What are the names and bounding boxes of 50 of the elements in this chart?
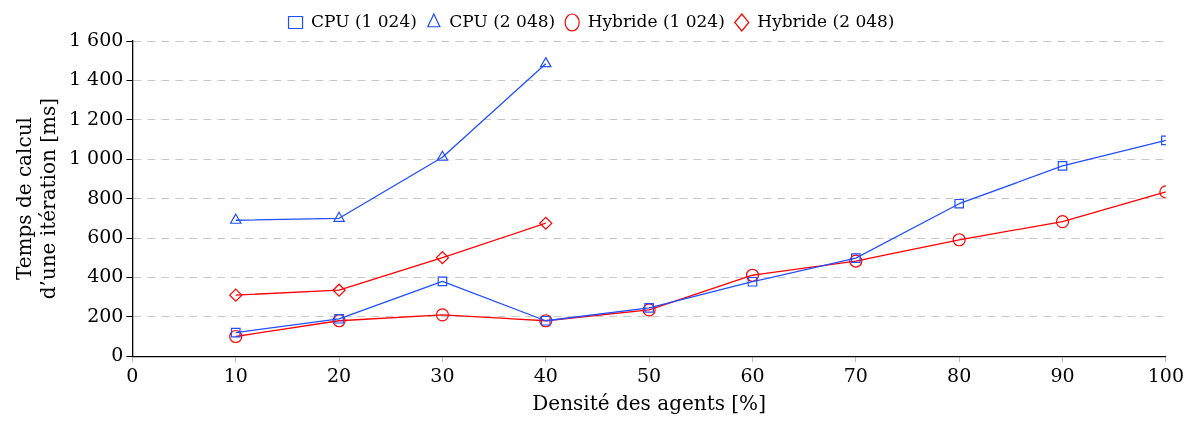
point xyxy=(334,313,344,324)
y-tick-label: 600 xyxy=(87,224,124,247)
point xyxy=(1055,215,1070,229)
x-tick-label: 90 xyxy=(1050,363,1075,386)
point xyxy=(952,233,966,247)
y-tick-label: 200 xyxy=(87,303,124,326)
y-tick-label: 1 200 xyxy=(68,106,124,129)
point xyxy=(229,329,243,344)
point xyxy=(849,254,863,268)
point xyxy=(332,283,346,297)
y-axis-title: Temps de calcul d’une itération [ms] xyxy=(12,97,61,300)
legend-label: CPU (2 048) xyxy=(449,10,556,31)
point xyxy=(954,198,965,209)
point xyxy=(435,251,450,265)
x-tick-label: 80 xyxy=(947,363,972,386)
point xyxy=(229,288,243,302)
y-tick-label: 0 xyxy=(111,343,124,366)
point xyxy=(747,276,758,287)
x-tick-label: 50 xyxy=(637,363,662,386)
point xyxy=(642,303,656,317)
y-tick-label: 1 400 xyxy=(68,67,124,90)
point xyxy=(230,327,241,338)
point xyxy=(644,303,654,313)
x-tick-label: 10 xyxy=(223,363,248,386)
point xyxy=(435,308,450,322)
point xyxy=(332,314,346,328)
x-tick-label: 60 xyxy=(740,363,765,386)
point xyxy=(1057,161,1068,171)
legend-label: CPU (1 024) xyxy=(311,10,417,31)
x-tick-label: 30 xyxy=(430,363,455,386)
point xyxy=(539,216,553,230)
point xyxy=(436,150,449,161)
y-tick-label: 800 xyxy=(87,185,124,208)
y-tick-label: 1 600 xyxy=(68,27,124,50)
point xyxy=(745,268,760,282)
x-tick-label: 70 xyxy=(843,363,868,386)
y-tick-label: 400 xyxy=(87,264,124,287)
x-tick-label: 40 xyxy=(533,363,558,386)
y-tick-label: 1 000 xyxy=(68,146,124,169)
point xyxy=(850,253,861,263)
point xyxy=(437,276,448,287)
point xyxy=(333,211,345,222)
x-axis-title: Densité des agents [%] xyxy=(532,391,766,416)
x-tick-label: 100 xyxy=(1147,363,1184,386)
point xyxy=(539,57,552,68)
legend-label: Hybride (1 024) xyxy=(587,10,725,31)
x-tick-label: 0 xyxy=(126,363,139,386)
point xyxy=(229,213,242,224)
x-tick-label: 20 xyxy=(326,363,352,386)
legend-label: Hybride (2 048) xyxy=(757,10,895,31)
